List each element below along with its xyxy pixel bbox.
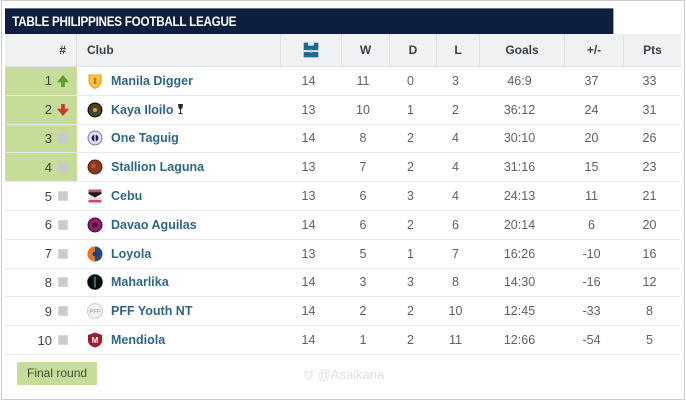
svg-text:PFF: PFF — [89, 310, 101, 316]
svg-text:M: M — [92, 336, 99, 345]
